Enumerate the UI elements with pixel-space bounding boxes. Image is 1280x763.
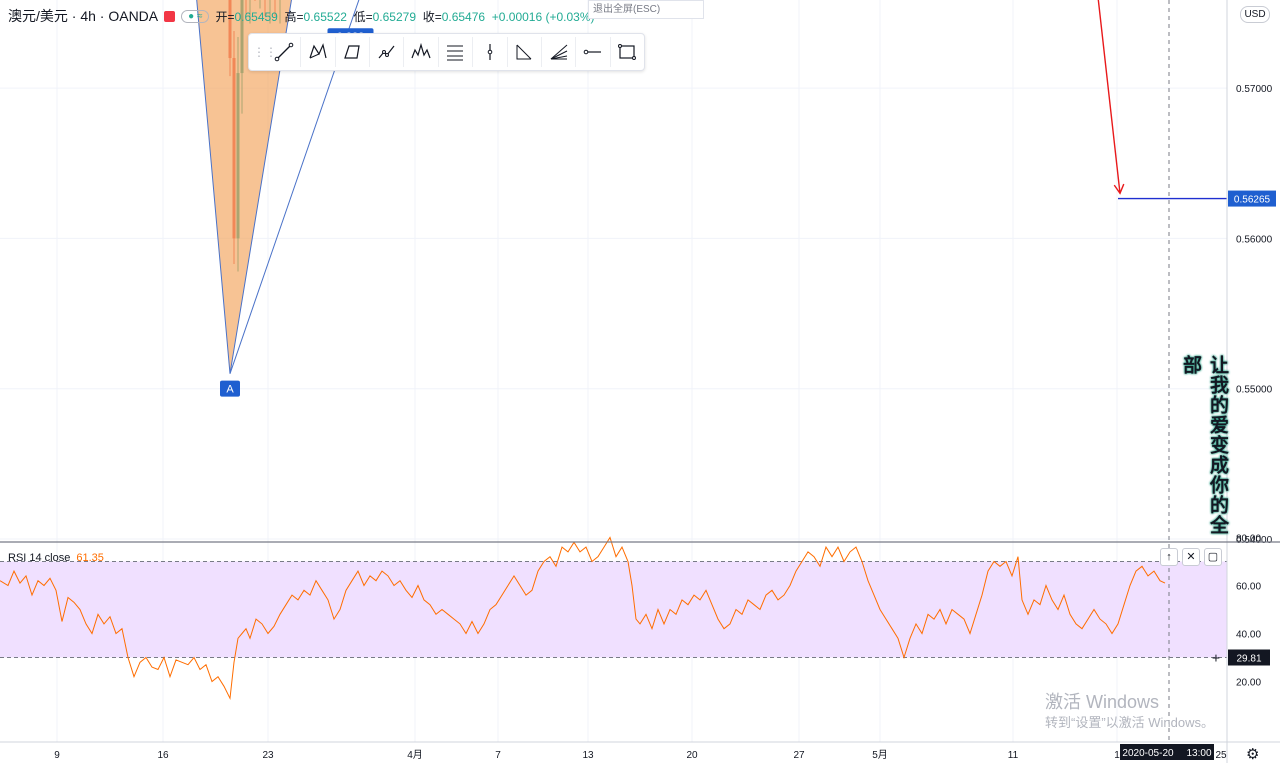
currency-badge[interactable]: USD [1240,6,1270,23]
side-caption: 让我的爱变成你的全部 [1180,355,1228,535]
rsi-y-tick-label: 20.00 [1236,678,1261,689]
measure-icon[interactable] [508,37,542,67]
pattern-point-label: A [226,384,234,396]
x-tick-label: 9 [54,750,60,761]
drawing-toolbar: ⋮⋮ [248,33,645,71]
rsi-band [0,561,1227,658]
add-icon[interactable]: + [1212,650,1220,666]
y-tick-label: 0.56000 [1236,234,1273,245]
maximize-icon[interactable]: ▢ [1204,548,1222,566]
y-tick-label: 0.54000 [1236,535,1273,546]
crosshair-date-label: 2020-05-20 [1122,748,1174,759]
pattern-point-badge[interactable] [220,380,240,397]
x-tick-label: 11 [1008,750,1019,761]
fib-retracement-icon[interactable] [439,37,474,67]
x-tick-label: 1 [1114,750,1120,761]
close-label: 收= [422,9,442,24]
flag-icon[interactable] [164,10,176,22]
close-icon[interactable]: ✕ [1182,548,1200,566]
move-up-icon[interactable]: ↑ [1160,548,1178,566]
arrow-head [1113,183,1125,195]
head-shoulders-icon[interactable] [404,37,439,67]
rsi-name[interactable]: RSI 14 close [8,552,71,564]
rsi-y-tick-label: 60.00 [1236,582,1261,593]
rsi-y-tick-label: 80.00 [1236,534,1261,545]
triangle-pattern-icon[interactable] [336,37,371,67]
x-tick-label: 7 [495,750,501,761]
vertical-line-icon[interactable] [473,37,508,67]
rsi-y-tick-label: 40.00 [1236,630,1261,641]
drag-handle-icon[interactable]: ⋮⋮ [253,45,277,59]
horizontal-ray-icon[interactable] [576,37,611,67]
price-label-badge [1228,190,1276,207]
xabcd-pattern-icon[interactable] [301,37,336,67]
x-tick-label: 4月 [407,749,423,761]
rsi-value: 61.35 [76,552,104,564]
projection-arrow[interactable] [963,0,1121,194]
activation-watermark-text: 转到“设置”以激活 Windows。 [1045,715,1215,730]
rsi-line [0,536,1166,701]
ohlc-values: 开=0.65459 高=0.65522 低=0.65279 收=0.65476 … [215,8,594,25]
x-tick-label: 23 [262,750,274,761]
low-value: 0.65279 [372,9,417,24]
pattern-line-ac[interactable] [229,0,471,374]
symbol-name[interactable]: 澳元/美元 · 4h · OANDA [8,8,159,24]
x-tick-label: 13 [582,750,594,761]
trend-line-icon[interactable] [267,37,302,67]
gear-icon[interactable]: ⚙ [1246,746,1260,763]
close-value: 0.65476 [441,9,486,24]
open-label: 开= [215,9,235,24]
symbol-legend: 澳元/美元 · 4h · OANDA ● ≈ 开=0.65459 高=0.655… [8,6,595,26]
exit-fullscreen-hint[interactable]: 退出全屏(ESC) [588,0,704,19]
rsi-band-value-badge [1228,649,1270,666]
crosshair-time-label: 13:00 [1186,748,1211,759]
elliott-wave-icon[interactable] [370,37,405,67]
high-value: 0.65522 [303,9,347,24]
rectangle-icon[interactable] [611,37,644,67]
open-value: 0.65459 [234,9,278,24]
price-label: 0.56265 [1234,195,1271,206]
rsi-band-value: 29.81 [1236,654,1261,665]
rsi-pane-controls: ↑ ✕ ▢ [1160,548,1222,566]
change-value: +0.00016 (+0.03%) [491,9,595,24]
fib-fan-icon[interactable] [542,37,577,67]
high-label: 高= [284,9,304,24]
x-tick-label: 25 [1215,750,1227,761]
y-tick-label: 0.57000 [1236,84,1273,95]
x-tick-label: 27 [793,750,805,761]
rsi-legend: RSI 14 close 61.35 [8,552,104,564]
market-status-icon: ● ≈ [181,9,210,23]
y-tick-label: 0.55000 [1236,385,1273,396]
low-label: 低= [353,9,373,24]
crosshair-time-badge [1120,744,1214,760]
pattern-triangle-xab[interactable] [72,0,403,374]
x-tick-label: 16 [157,750,169,761]
x-tick-label: 5月 [872,749,888,761]
x-tick-label: 20 [686,750,698,761]
activation-watermark-title: 激活 Windows [1045,692,1160,712]
